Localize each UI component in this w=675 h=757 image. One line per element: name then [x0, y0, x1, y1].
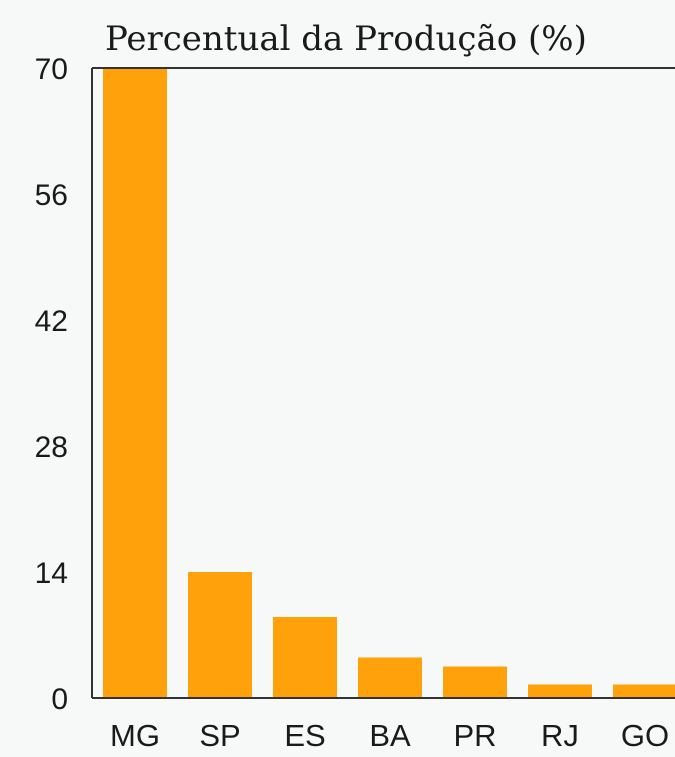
- x-tick-label-pr: PR: [453, 718, 496, 753]
- bar-ba: [358, 657, 422, 698]
- chart-title: Percentual da Produção (%): [105, 19, 587, 59]
- bar-sp: [188, 572, 252, 698]
- y-tick-label-0: 0: [51, 683, 68, 716]
- bar-rj: [528, 684, 592, 698]
- x-tick-label-sp: SP: [199, 718, 240, 753]
- y-tick-label-28: 28: [35, 431, 68, 464]
- y-tick-label-70: 70: [35, 53, 68, 86]
- x-tick-label-rj: RJ: [541, 718, 579, 753]
- y-tick-labels: 0 14 28 42 56 70: [35, 53, 68, 716]
- bars-group: [103, 68, 675, 698]
- y-tick-label-56: 56: [35, 179, 68, 212]
- bar-go: [613, 684, 675, 698]
- x-tick-label-mg: MG: [110, 718, 160, 753]
- bar-mg: [103, 68, 167, 698]
- y-tick-label-42: 42: [35, 305, 68, 338]
- x-tick-label-es: ES: [284, 718, 325, 753]
- bar-es: [273, 617, 337, 698]
- y-tick-label-14: 14: [35, 557, 68, 590]
- axes-group: [91, 67, 675, 699]
- x-tick-labels: MG SP ES BA PR RJ GO: [110, 718, 669, 753]
- bar-pr: [443, 666, 507, 698]
- x-tick-label-go: GO: [621, 718, 669, 753]
- x-tick-label-ba: BA: [369, 718, 411, 753]
